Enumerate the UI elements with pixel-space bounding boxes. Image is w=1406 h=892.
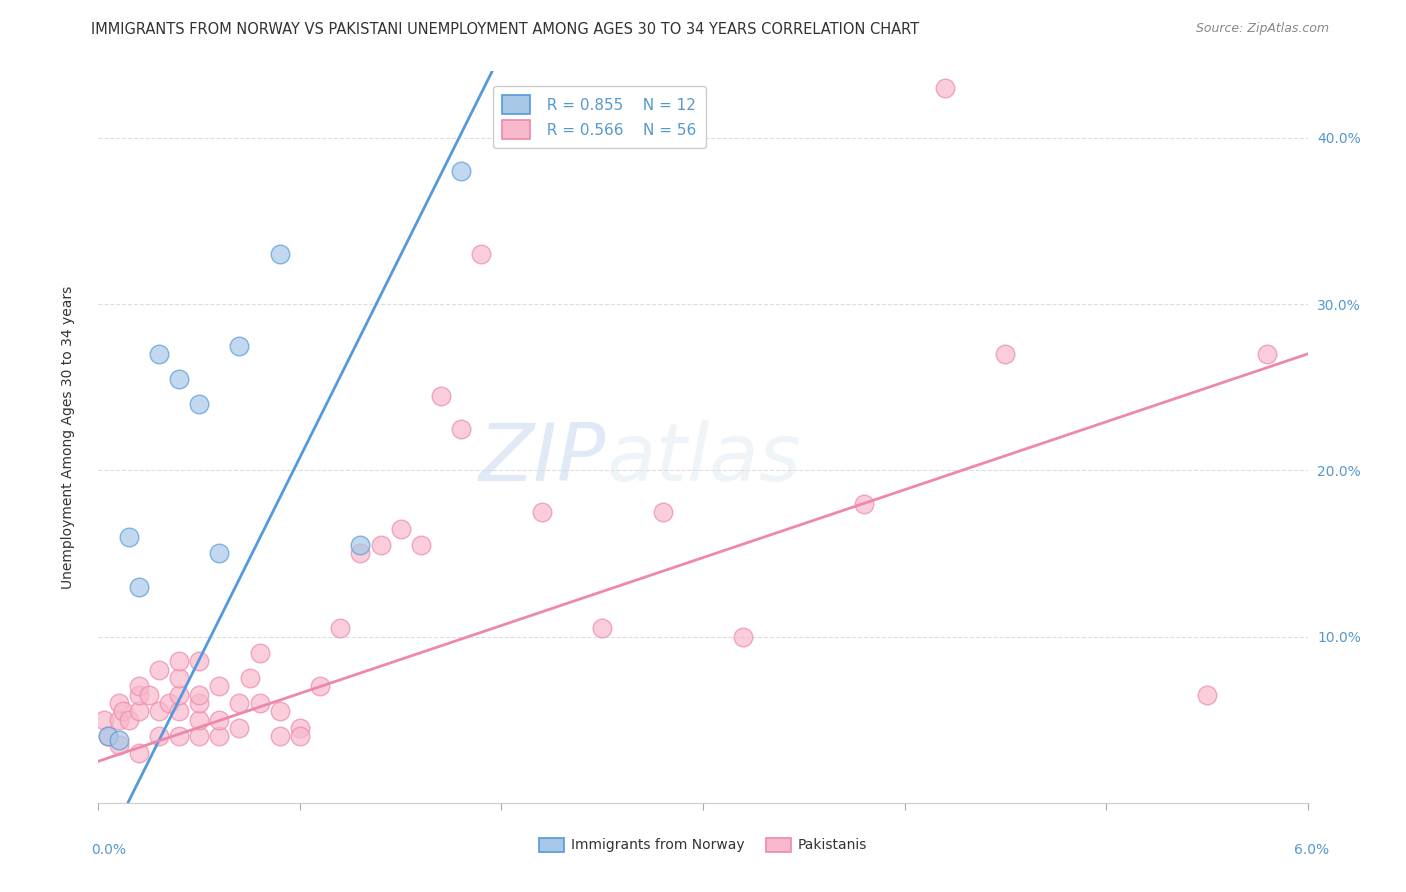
Point <box>167 372 190 386</box>
Point <box>118 530 141 544</box>
Point <box>167 688 190 702</box>
Point <box>148 347 170 361</box>
Legend: Immigrants from Norway, Pakistanis: Immigrants from Norway, Pakistanis <box>534 832 872 858</box>
Point <box>530 505 553 519</box>
Point <box>128 580 150 594</box>
Point <box>249 646 271 660</box>
Point <box>107 732 129 747</box>
Point <box>188 397 211 411</box>
Point <box>733 630 755 644</box>
Point <box>208 680 231 694</box>
Point <box>107 738 129 752</box>
Point <box>188 655 211 669</box>
Point <box>167 729 190 743</box>
Point <box>157 696 180 710</box>
Point <box>167 705 190 719</box>
Point <box>228 696 250 710</box>
Point <box>269 705 291 719</box>
Point <box>450 164 472 178</box>
Point <box>107 713 129 727</box>
Point <box>128 688 150 702</box>
Point <box>228 338 250 352</box>
Point <box>128 746 150 760</box>
Text: ZIP: ZIP <box>479 420 606 498</box>
Point <box>148 705 170 719</box>
Point <box>167 655 190 669</box>
Point <box>97 729 120 743</box>
Point <box>208 713 231 727</box>
Text: Source: ZipAtlas.com: Source: ZipAtlas.com <box>1195 22 1329 36</box>
Point <box>107 696 129 710</box>
Point <box>249 696 271 710</box>
Point <box>208 546 231 560</box>
Point <box>349 538 371 552</box>
Point <box>208 729 231 743</box>
Text: 0.0%: 0.0% <box>91 843 127 857</box>
Text: IMMIGRANTS FROM NORWAY VS PAKISTANI UNEMPLOYMENT AMONG AGES 30 TO 34 YEARS CORRE: IMMIGRANTS FROM NORWAY VS PAKISTANI UNEM… <box>91 22 920 37</box>
Text: 6.0%: 6.0% <box>1294 843 1329 857</box>
Point <box>93 713 115 727</box>
Point <box>188 729 211 743</box>
Text: atlas: atlas <box>606 420 801 498</box>
Point <box>389 521 412 535</box>
Point <box>430 388 453 402</box>
Point <box>934 81 956 95</box>
Point <box>111 705 134 719</box>
Point <box>167 671 190 685</box>
Point <box>591 621 613 635</box>
Point <box>470 247 492 261</box>
Point <box>228 721 250 735</box>
Point <box>288 721 311 735</box>
Point <box>138 688 160 702</box>
Point <box>349 546 371 560</box>
Point <box>128 680 150 694</box>
Point <box>148 729 170 743</box>
Point <box>188 696 211 710</box>
Point <box>239 671 262 685</box>
Point <box>269 247 291 261</box>
Point <box>188 688 211 702</box>
Point <box>309 680 332 694</box>
Point <box>450 422 472 436</box>
Point <box>118 713 141 727</box>
Point <box>148 663 170 677</box>
Point <box>853 497 876 511</box>
Point <box>97 729 120 743</box>
Point <box>269 729 291 743</box>
Point <box>288 729 311 743</box>
Y-axis label: Unemployment Among Ages 30 to 34 years: Unemployment Among Ages 30 to 34 years <box>60 285 75 589</box>
Point <box>188 713 211 727</box>
Point <box>329 621 352 635</box>
Point <box>370 538 392 552</box>
Point <box>994 347 1017 361</box>
Point <box>651 505 673 519</box>
Point <box>409 538 432 552</box>
Point <box>1195 688 1218 702</box>
Point <box>128 705 150 719</box>
Point <box>1256 347 1278 361</box>
